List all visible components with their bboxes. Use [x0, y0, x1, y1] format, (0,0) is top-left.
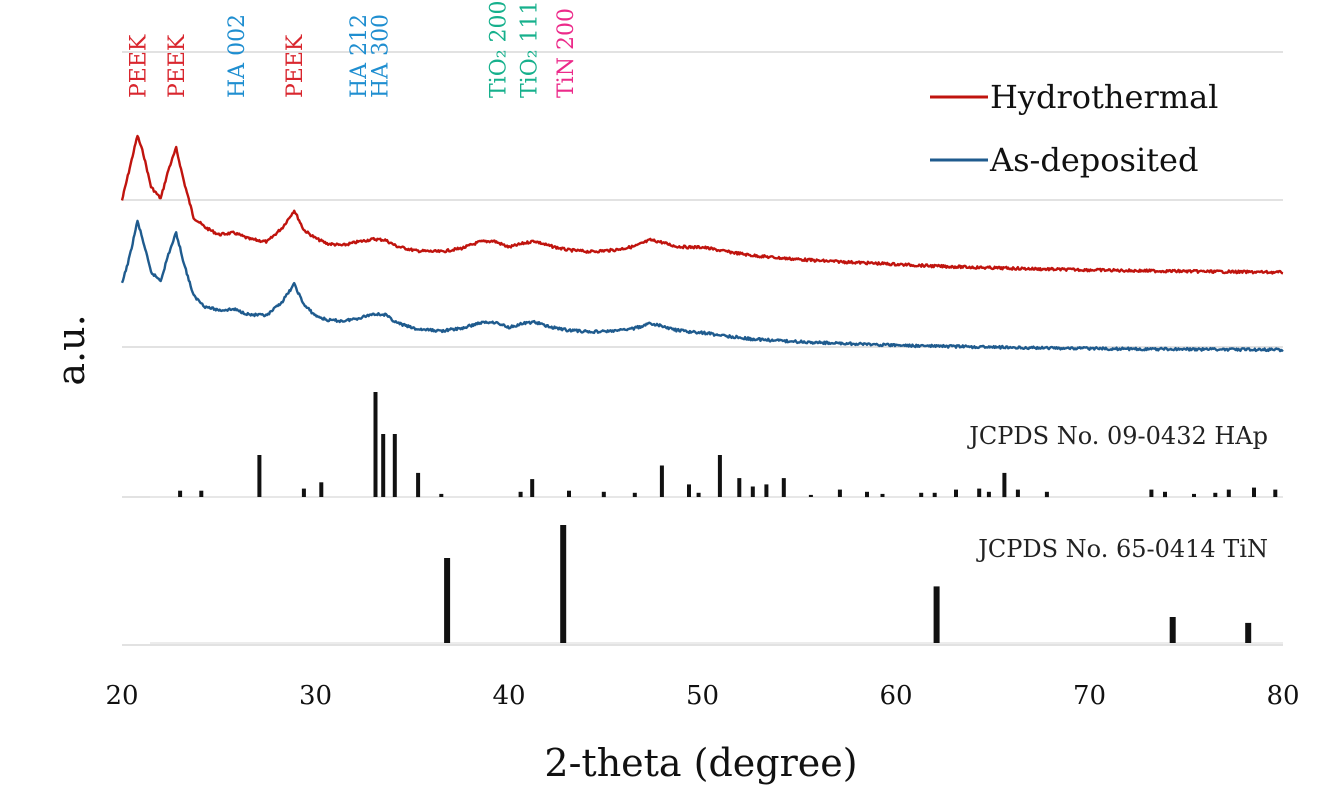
reference-stick-hap: [1192, 493, 1196, 497]
reference-stick-hap: [381, 434, 386, 497]
reference-stick-hap: [601, 491, 606, 498]
reference-stick-hap: [1044, 491, 1049, 498]
reference-stick-hap: [530, 479, 535, 497]
reference-stick-hap: [257, 455, 262, 497]
reference-stick-hap: [750, 486, 755, 497]
reference-stick-hap: [865, 491, 869, 498]
reference-stick-hap: [1226, 489, 1231, 497]
reference-stick-hap: [373, 392, 378, 497]
reference-stick-hap: [392, 434, 397, 497]
reference-stick-hap: [1149, 489, 1154, 497]
reference-stick-hap: [567, 490, 571, 497]
reference-stick-hap: [880, 493, 885, 497]
reference-stick-hap: [632, 492, 637, 497]
legend-label-as-deposited: As-deposited: [989, 141, 1198, 179]
x-tick-label: 40: [492, 681, 525, 711]
reference-stick-hap: [837, 489, 842, 497]
reference-stick-hap: [319, 482, 324, 497]
reference-stick-hap: [1015, 489, 1020, 497]
reference-label-hap: JCPDS No. 09-0432 HAp: [966, 422, 1268, 450]
reference-stick-hap: [717, 455, 722, 497]
reference-stick-hap: [659, 465, 664, 497]
reference-stick-tin: [444, 558, 451, 643]
peak-label-ha-300: HA 300: [368, 14, 393, 98]
reference-stick-hap: [986, 491, 991, 498]
peak-label-tio-111: TiO₂ 111: [517, 0, 542, 98]
peak-label-peek: PEEK: [165, 34, 190, 98]
reference-stick-hap: [199, 490, 204, 497]
legend-label-hydrothermal: Hydrothermal: [990, 78, 1218, 116]
reference-stick-hap: [764, 484, 769, 497]
reference-stick-hap: [416, 472, 421, 498]
reference-stick-hap: [737, 478, 742, 497]
reference-stick-hap: [518, 491, 523, 498]
reference-stick-hap: [178, 490, 183, 497]
reference-stick-hap: [977, 488, 982, 497]
series-line-as-deposited: [120, 219, 1284, 353]
reference-stick-hap: [1273, 489, 1278, 497]
peak-label-peek: PEEK: [127, 34, 152, 98]
series-layer: [120, 134, 1284, 353]
legend: Hydrothermal As-deposited: [930, 78, 1218, 179]
reference-stick-hap: [687, 484, 691, 497]
x-tick-label: 70: [1073, 681, 1106, 711]
reference-stick-hap: [1002, 472, 1007, 498]
reference-stick-hap: [696, 492, 701, 497]
x-axis-title: 2-theta (degree): [544, 741, 857, 785]
x-tick-layer: 20 30 40 50 60 70 80: [105, 681, 1299, 711]
reference-stick-hap: [1252, 487, 1256, 497]
reference-pattern-layer: [150, 392, 1283, 644]
peak-label-ha-212: HA 212: [347, 14, 372, 98]
reference-stick-hap: [439, 493, 444, 497]
x-tick-label: 50: [686, 681, 719, 711]
reference-stick-hap: [808, 494, 813, 497]
reference-stick-hap: [919, 492, 924, 497]
reference-stick-hap: [932, 492, 937, 497]
x-tick-label: 60: [879, 681, 912, 711]
reference-stick-hap: [1163, 491, 1167, 498]
reference-stick-tin: [1169, 617, 1176, 643]
reference-stick-hap: [1213, 492, 1218, 497]
reference-stick-tin: [1245, 622, 1252, 643]
reference-stick-tin: [560, 525, 567, 643]
reference-label-tin: JCPDS No. 65-0414 TiN: [975, 535, 1268, 563]
reference-stick-hap: [301, 488, 306, 497]
x-tick-label: 30: [299, 681, 332, 711]
peak-label-ha-002: HA 002: [225, 14, 250, 98]
reference-stick-hap: [954, 489, 958, 497]
series-line-hydrothermal: [120, 134, 1284, 275]
peak-label-tin-200: TiN 200: [554, 8, 579, 98]
reference-stick-tin: [933, 586, 940, 643]
x-tick-label: 80: [1266, 681, 1299, 711]
x-tick-label: 20: [105, 681, 138, 711]
reference-stick-hap: [781, 478, 786, 497]
peak-label-peek: PEEK: [283, 34, 308, 98]
y-axis-title: a.u.: [49, 314, 93, 385]
peak-label-tio-200: TiO₂ 200: [486, 0, 511, 98]
